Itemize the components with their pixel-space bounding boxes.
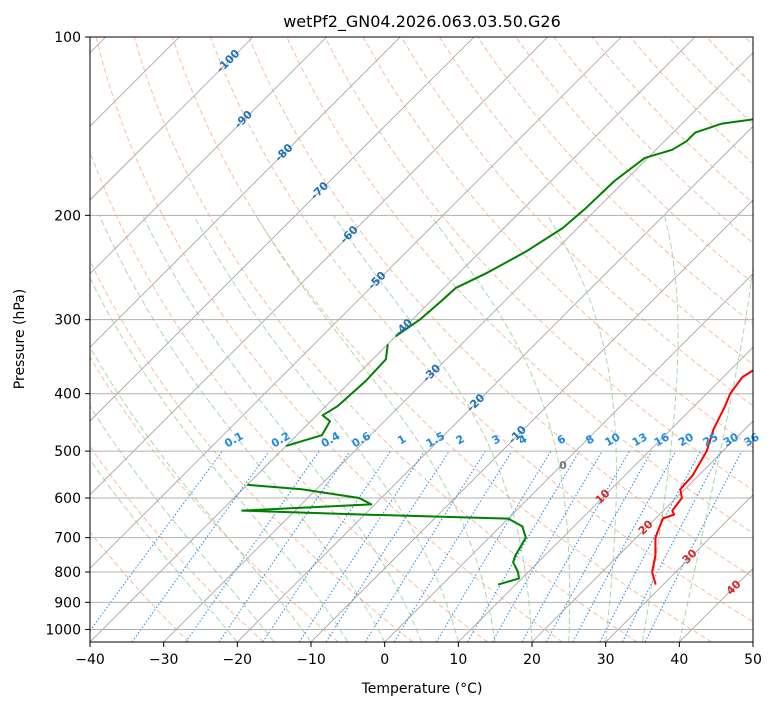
- x-tick-label: −40: [75, 652, 105, 668]
- mixing-ratio-line: [644, 450, 743, 642]
- moist-adiabat-line: [90, 346, 312, 642]
- y-tick-label: 300: [54, 313, 81, 329]
- isotherm-line: [90, 37, 622, 569]
- x-tick-label: 40: [670, 652, 688, 668]
- mixing-ratio-line: [599, 450, 701, 642]
- isotherm-line: [90, 37, 254, 201]
- y-tick-label: 700: [54, 531, 81, 547]
- isotherm-line: [531, 420, 753, 642]
- x-tick-label: −30: [149, 652, 179, 668]
- dry-adiabat-line: [90, 445, 264, 642]
- x-tick-label: 50: [744, 652, 762, 668]
- isotherm-line: [458, 346, 753, 642]
- mixing-ratio-line: [298, 450, 425, 642]
- isotherm-line: [384, 273, 753, 642]
- dry-adiabat-line: [90, 150, 488, 642]
- dry-adiabat-line: [438, 37, 753, 366]
- dry-adiabat-line: [248, 37, 753, 578]
- mixing-ratio-line: [621, 450, 722, 642]
- plot-background-lines: [90, 37, 753, 642]
- dry-adiabat-line: [133, 37, 638, 642]
- zero-label: 0: [559, 459, 567, 472]
- moist-adiabat-line: [90, 458, 238, 642]
- moist-adiabat-line: [332, 215, 533, 642]
- y-axis-label: Pressure (hPa): [12, 289, 28, 389]
- y-tick-label: 600: [54, 491, 81, 507]
- dewpoint-profile: [241, 483, 527, 586]
- y-tick-label: 100: [54, 30, 81, 46]
- x-axis-label: Temperature (°C): [361, 681, 483, 697]
- dewpoint-profile: [285, 344, 389, 447]
- mixing-ratio-line: [325, 450, 450, 642]
- y-tick-label: 900: [54, 595, 81, 611]
- dry-adiabat-line: [210, 37, 753, 623]
- x-tick-label: 30: [597, 652, 615, 668]
- isotherm-line: [90, 37, 475, 422]
- dry-adiabat-line: [90, 259, 414, 642]
- dry-adiabat-line: [400, 37, 753, 407]
- mixing-ratio-line: [521, 450, 630, 642]
- plot-frame: [89, 36, 754, 643]
- y-axis-ticks: 100 200 300 400 500 600 700 800 900 1000: [45, 30, 90, 638]
- moist-adiabat-line: [90, 405, 275, 642]
- x-tick-label: 20: [523, 652, 541, 668]
- moist-adiabat-line: [430, 215, 571, 642]
- dry-adiabat-line: [515, 37, 753, 284]
- moist-adiabat-line: [255, 215, 496, 642]
- mixing-ratio-line: [545, 450, 653, 642]
- mixing-ratio-line: [218, 450, 351, 642]
- isotherm-line: [90, 37, 327, 275]
- y-tick-label: 200: [54, 208, 81, 224]
- moist-adiabat-line: [642, 215, 679, 642]
- mixing-ratio-line: [364, 450, 486, 642]
- y-tick-label: 800: [54, 565, 81, 581]
- dry-adiabat-line: [90, 531, 190, 642]
- x-tick-label: 0: [380, 652, 389, 668]
- mixing-ratio-line: [131, 450, 270, 642]
- isotherm-line: [237, 125, 753, 642]
- dry-adiabat-line: [171, 37, 712, 642]
- x-tick-label: 10: [449, 652, 467, 668]
- mixing-ratio-line: [572, 450, 677, 642]
- dry-adiabat-line: [95, 37, 563, 642]
- temperature-profile: [651, 369, 753, 585]
- dewpoint-profile: [395, 118, 753, 338]
- isotherm-line: [90, 37, 401, 348]
- moist-adiabat-line: [90, 277, 349, 642]
- moist-adiabat-line: [547, 215, 617, 642]
- dry-adiabat-line: [90, 356, 339, 642]
- profile-lines: [241, 118, 753, 586]
- mixing-ratio-line: [185, 450, 320, 642]
- mixing-ratio-line: [262, 450, 392, 642]
- moist-adiabat-line: [193, 215, 459, 642]
- y-tick-label: 500: [54, 444, 81, 460]
- x-tick-label: −10: [296, 652, 326, 668]
- x-axis-ticks: −40 −30 −20 −10 0 10 20 30 40 50: [75, 642, 762, 668]
- y-tick-label: 1000: [45, 622, 81, 638]
- moist-adiabat-line: [142, 215, 422, 642]
- isotherm-line: [605, 494, 753, 642]
- mixing-ratio-line: [393, 450, 513, 642]
- isotherm-line: [90, 37, 548, 496]
- y-tick-label: 400: [54, 387, 81, 403]
- moist-adiabat-line: [678, 264, 753, 642]
- mixing-ratio-line: [435, 450, 552, 642]
- x-tick-label: −20: [223, 652, 253, 668]
- chart-title: wetPf2_GN04.2026.063.03.50.G26: [283, 12, 561, 32]
- isotherm-line: [163, 52, 753, 642]
- mixing-ratio-line: [90, 450, 223, 632]
- dry-adiabat-line: [324, 37, 753, 491]
